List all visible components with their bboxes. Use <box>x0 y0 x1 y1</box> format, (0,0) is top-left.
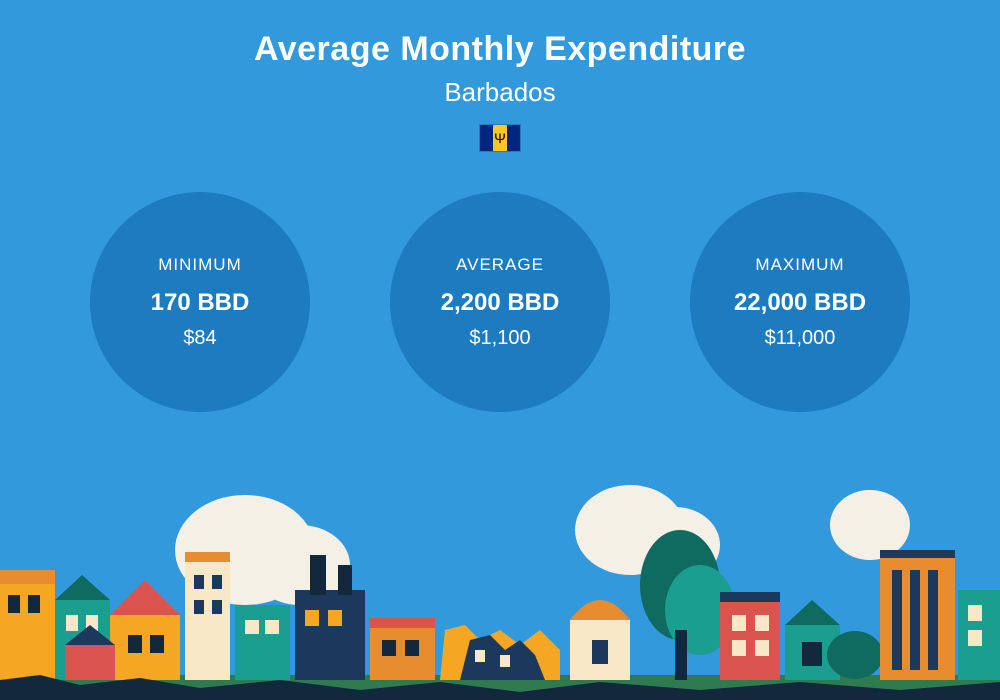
stat-usd: $11,000 <box>765 327 836 350</box>
cityscape-illustration <box>0 470 1000 700</box>
stat-value: 170 BBD <box>151 289 250 317</box>
stat-circle-minimum: MINIMUM 170 BBD $84 <box>90 192 310 412</box>
page-title: Average Monthly Expenditure <box>0 30 1000 69</box>
stat-usd: $1,100 <box>469 327 530 350</box>
barbados-flag-icon: Ψ <box>479 124 521 152</box>
stat-value: 22,000 BBD <box>734 289 866 317</box>
stat-usd: $84 <box>183 327 216 350</box>
header: Average Monthly Expenditure Barbados Ψ <box>0 0 1000 152</box>
flag-stripe-center: Ψ <box>493 125 506 151</box>
flag-trident-icon: Ψ <box>494 131 506 145</box>
stat-circles: MINIMUM 170 BBD $84 AVERAGE 2,200 BBD $1… <box>0 192 1000 412</box>
stat-label: MAXIMUM <box>755 255 844 275</box>
stat-circle-maximum: MAXIMUM 22,000 BBD $11,000 <box>690 192 910 412</box>
flag-stripe-right <box>507 125 520 151</box>
stat-label: AVERAGE <box>456 255 544 275</box>
stat-circle-average: AVERAGE 2,200 BBD $1,100 <box>390 192 610 412</box>
stat-value: 2,200 BBD <box>441 289 560 317</box>
flag-stripe-left <box>480 125 493 151</box>
stat-label: MINIMUM <box>158 255 241 275</box>
page-subtitle: Barbados <box>0 77 1000 108</box>
